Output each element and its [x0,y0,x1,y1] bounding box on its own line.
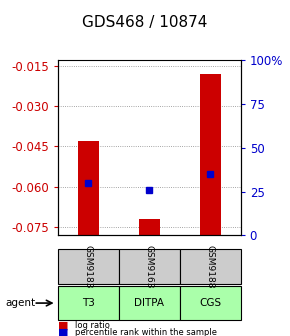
Bar [139,219,160,235]
Text: log ratio: log ratio [75,322,110,330]
Text: GSM9163: GSM9163 [145,245,154,288]
Text: GSM9183: GSM9183 [84,245,93,288]
Text: CGS: CGS [199,298,221,308]
Text: T3: T3 [82,298,95,308]
Text: GDS468 / 10874: GDS468 / 10874 [82,15,208,30]
Text: DITPA: DITPA [134,298,164,308]
Text: GSM9188: GSM9188 [206,245,215,288]
Bar [78,141,99,235]
Bar [200,74,221,235]
Text: ■: ■ [58,321,68,331]
Text: percentile rank within the sample: percentile rank within the sample [75,328,218,336]
Text: agent: agent [6,298,36,308]
Text: ■: ■ [58,328,68,336]
